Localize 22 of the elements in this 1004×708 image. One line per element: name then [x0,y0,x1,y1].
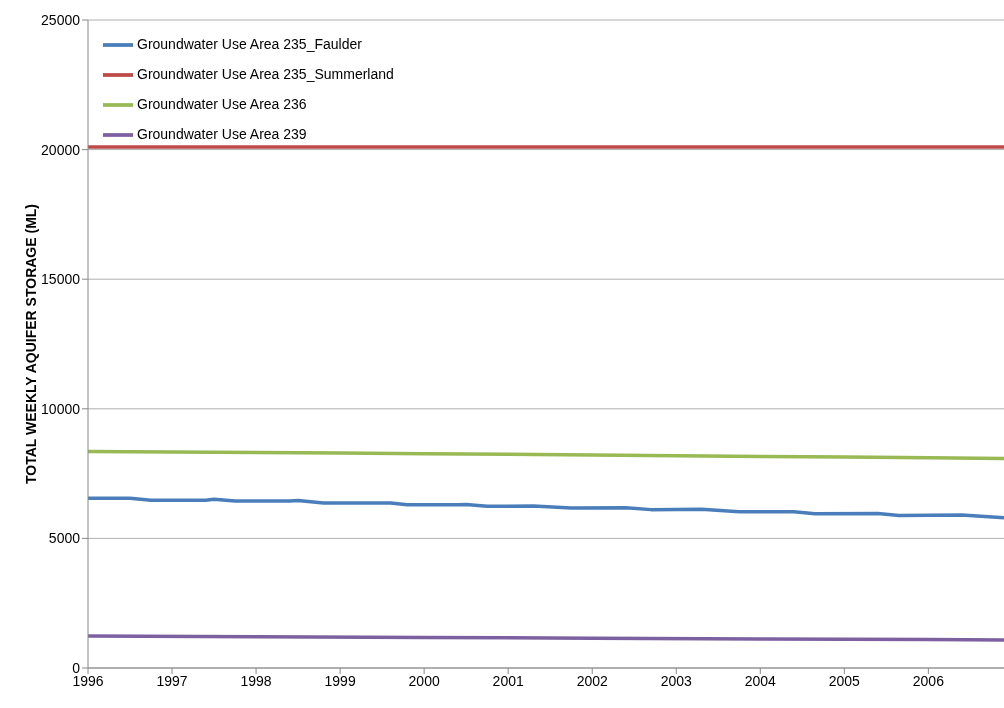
y-tick-label: 15000 [41,271,81,288]
line-series [88,496,1004,520]
x-tick-label: 2003 [660,672,693,689]
x-tick-label: 2004 [744,672,777,689]
y-axis-title: TOTAL WEEKLY AQUIFER STORAGE (ML) [22,203,39,484]
x-tick-label: 2005 [828,672,861,689]
x-tick-label: 2001 [492,672,524,689]
legend-label: Groundwater Use Area 235_Summerland [137,66,394,83]
x-tick-label: 2002 [576,672,608,689]
y-tick-label: 25000 [41,11,81,28]
x-tick-label: 1999 [324,672,356,689]
y-tick-label: 10000 [41,400,81,417]
x-tick-label: 1998 [240,672,272,689]
legend-label: Groundwater Use Area 236 [137,96,307,113]
line-series [88,449,1004,461]
x-tick-label: 2000 [408,672,440,689]
x-tick-label: 2006 [912,672,945,689]
y-tick-label: 20000 [41,141,81,158]
x-tick-label: 1997 [156,672,188,689]
legend-label: Groundwater Use Area 239 [137,126,307,143]
legend-label: Groundwater Use Area 235_Faulder [137,36,362,53]
y-tick-label: 5000 [48,530,81,547]
